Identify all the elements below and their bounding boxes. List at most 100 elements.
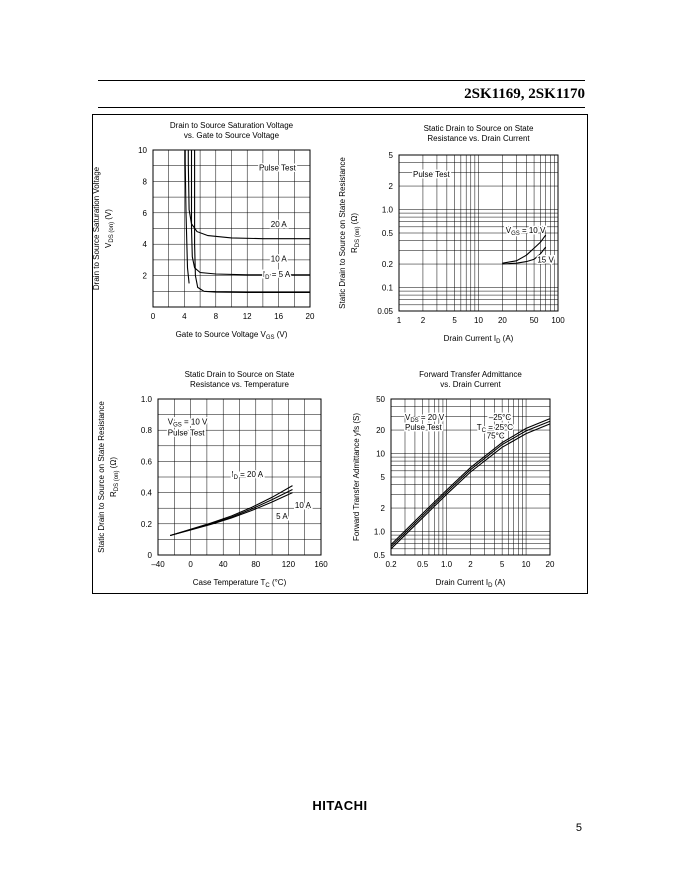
chart-title: Drain to Source Saturation Voltage [170, 121, 294, 130]
y-axis-unit-label: VDS (on) (V) [104, 209, 115, 248]
y-axis-label: Static Drain to Source on State Resistan… [97, 401, 106, 553]
y-axis-label: Forward Transfer Admittance yfs (S) [352, 413, 361, 541]
x-tick-label: 40 [219, 560, 228, 569]
x-tick-label: 4 [182, 312, 187, 321]
header-rule-lower [98, 107, 585, 108]
annotation-label: Pulse Test [259, 163, 297, 172]
x-tick-label: 0 [151, 312, 156, 321]
y-tick-label: 4 [143, 240, 148, 249]
y-tick-label: 6 [143, 209, 148, 218]
y-tick-label: 0.8 [141, 426, 153, 435]
annotation-label: VGS = 10 V [506, 226, 546, 237]
x-tick-label: 0.2 [385, 560, 397, 569]
annotation-label: TC = 25°C [477, 423, 513, 434]
y-axis-label: Static Drain to Source on State Resistan… [338, 157, 347, 309]
x-tick-label: 50 [530, 316, 539, 325]
y-tick-label: 10 [138, 146, 147, 155]
plot-border [157, 398, 322, 556]
y-tick-label: 0.5 [374, 551, 386, 560]
plot-border [398, 154, 559, 312]
x-tick-label: 100 [551, 316, 565, 325]
x-tick-label: 5 [500, 560, 505, 569]
annotation-label: 15 V [537, 255, 554, 264]
chart-title: Forward Transfer Admittance [419, 370, 522, 379]
x-tick-label: 10 [522, 560, 531, 569]
y-tick-label: 0.05 [377, 307, 393, 316]
y-tick-label: 10 [376, 450, 385, 459]
x-tick-label: 160 [314, 560, 328, 569]
series-line [194, 150, 310, 293]
y-tick-label: 1.0 [382, 206, 394, 215]
x-tick-label: 0.5 [417, 560, 429, 569]
page-number: 5 [575, 822, 582, 834]
chart-title: Static Drain to Source on State [185, 370, 295, 379]
series-line [502, 246, 547, 265]
grid [153, 150, 310, 307]
grid [391, 399, 550, 555]
x-tick-label: 5 [452, 316, 457, 325]
annotation-label: VGS = 10 V [168, 418, 208, 429]
x-tick-label: –40 [151, 560, 165, 569]
grid [399, 155, 558, 311]
y-tick-label: 0.6 [141, 457, 153, 466]
series-line [187, 150, 310, 240]
y-tick-label: 5 [389, 151, 394, 160]
series-line [170, 485, 293, 537]
chart-rds-vs-drain-current: 1 2 5 10 20 50 100 0.05 0.1 0.2 0.5 1.0 2 5 Static Dra… [338, 124, 565, 345]
x-axis-label: Drain Current ID (A) [444, 334, 514, 345]
y-tick-label: 0.1 [382, 284, 394, 293]
chart-title: Resistance vs. Drain Current [427, 134, 530, 143]
x-tick-label: 20 [498, 316, 507, 325]
y-tick-label: 2 [381, 504, 386, 513]
annotation-label: 75°C [487, 432, 505, 441]
y-tick-label: 5 [381, 473, 386, 482]
y-tick-label: 0.4 [141, 489, 153, 498]
plot-border [152, 149, 311, 308]
chart-title: Static Drain to Source on State [424, 124, 534, 133]
chart-title: vs. Drain Current [440, 380, 501, 389]
x-tick-label: 16 [274, 312, 283, 321]
annotation-label: 20 A [271, 220, 288, 229]
x-tick-label: 10 [474, 316, 483, 325]
annotation-label: Pulse Test [405, 423, 443, 432]
y-tick-label: 0 [148, 551, 153, 560]
series-line [184, 150, 190, 284]
annotation-label: VDS = 20 V [405, 413, 445, 424]
y-tick-label: 1.0 [374, 528, 386, 537]
annotation-label: 10 A [295, 501, 312, 510]
y-tick-label: 0.2 [382, 260, 394, 269]
series-line [190, 150, 310, 276]
annotation-label: 10 A [271, 254, 288, 263]
x-tick-label: 120 [282, 560, 296, 569]
x-axis-label: Drain Current ID (A) [436, 578, 506, 589]
x-tick-label: 2 [421, 316, 426, 325]
annotation-label: ID = 20 A [231, 470, 263, 481]
charts-frame: 0 4 8 12 16 20 2 4 6 8 10 Drain to Source Saturatio… [92, 114, 588, 594]
x-tick-label: 2 [468, 560, 473, 569]
y-axis-unit-label: RDS (on) (Ω) [350, 213, 361, 253]
x-axis-label: Case Temperature TC (°C) [193, 578, 287, 589]
y-axis-unit-label: RDS (on) (Ω) [109, 457, 120, 497]
grid [158, 399, 321, 555]
x-tick-label: 1.0 [441, 560, 453, 569]
annotation-label: 5 A [276, 512, 288, 521]
annotation-label: –25°C [489, 413, 512, 422]
chart-title: vs. Gate to Source Voltage [184, 131, 280, 140]
y-tick-label: 1.0 [141, 395, 153, 404]
x-tick-label: 80 [251, 560, 260, 569]
y-tick-label: 2 [389, 182, 394, 191]
y-tick-label: 20 [376, 426, 385, 435]
y-tick-label: 50 [376, 395, 385, 404]
annotation-label: Pulse Test [168, 429, 206, 438]
x-tick-label: 8 [214, 312, 219, 321]
y-tick-label: 0.2 [141, 520, 153, 529]
y-tick-label: 8 [143, 177, 148, 186]
annotation-label: ID = 5 A [263, 270, 291, 281]
hitachi-logo: HITACHI [312, 798, 368, 813]
x-tick-label: 1 [397, 316, 402, 325]
x-tick-label: 20 [306, 312, 315, 321]
series-line [502, 234, 547, 264]
x-tick-label: 0 [188, 560, 193, 569]
